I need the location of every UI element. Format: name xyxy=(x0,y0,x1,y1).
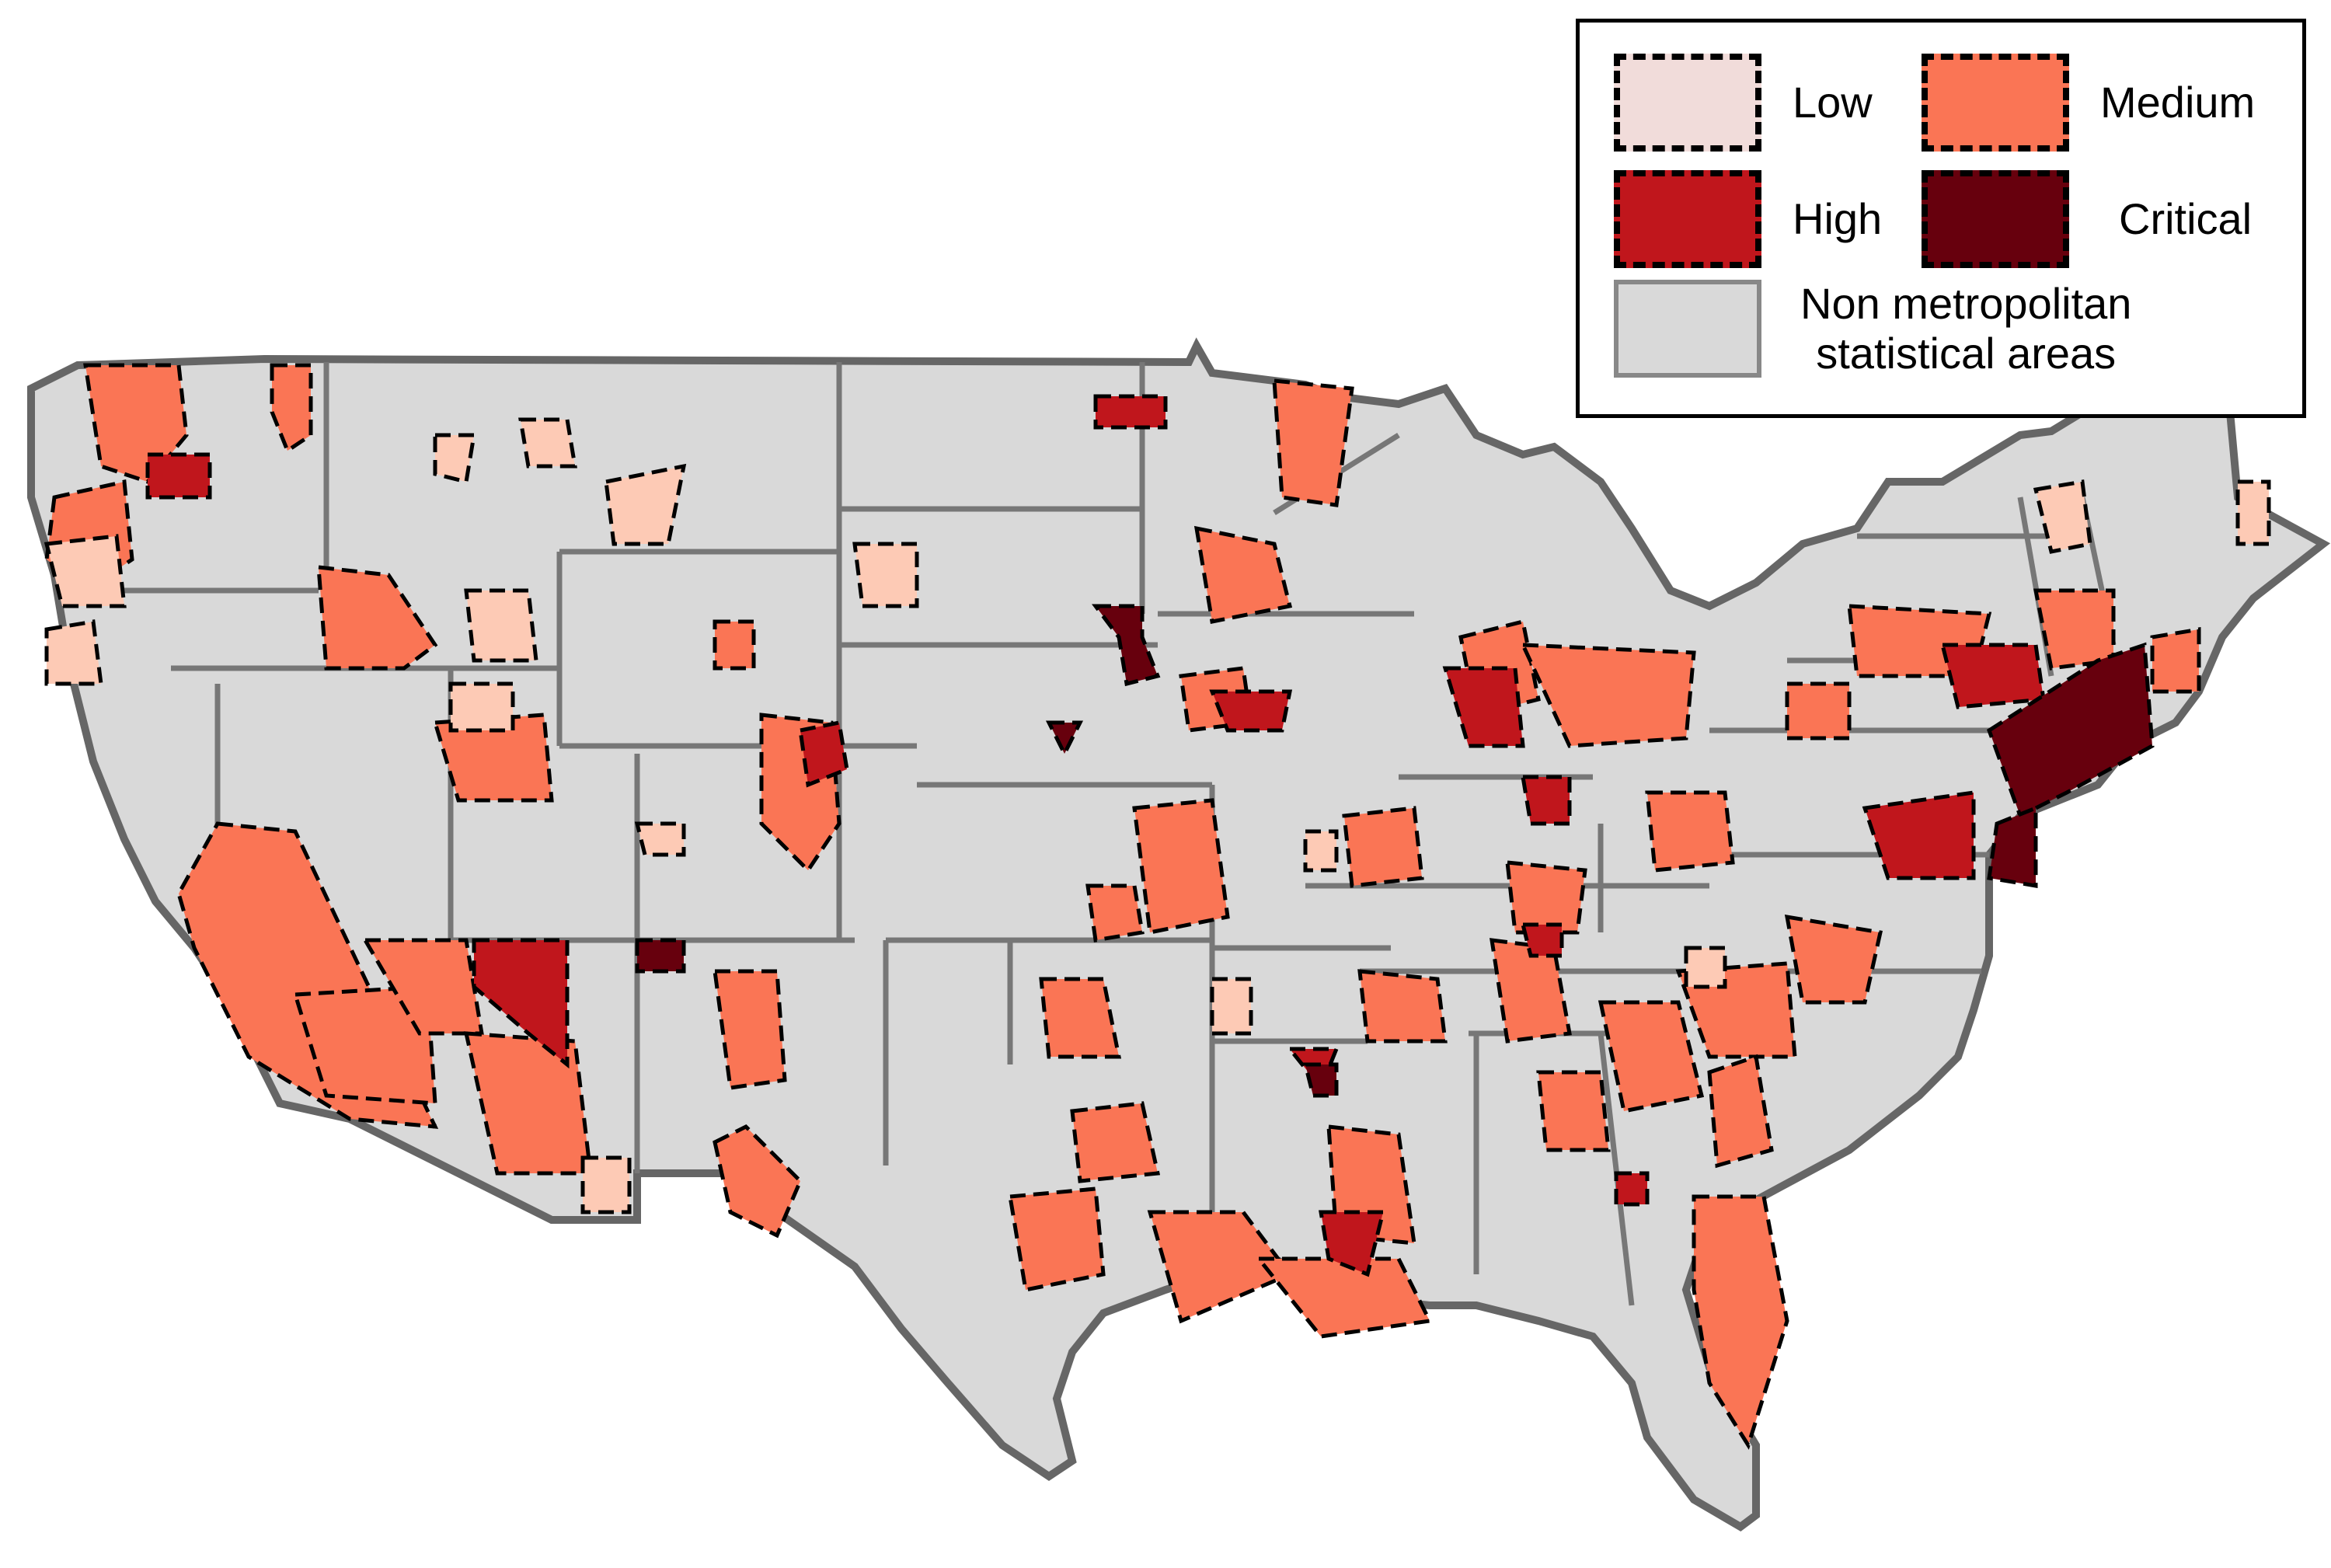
legend-swatch-nonmetro xyxy=(1614,280,1761,378)
legend-item-nonmetro: Non metropolitan statistical areas xyxy=(1614,279,2131,379)
metro-areas-medium xyxy=(44,363,2201,1450)
metro-areas-high xyxy=(145,394,2046,1277)
legend-swatch-low xyxy=(1614,54,1761,152)
legend-item-low: Low xyxy=(1614,54,1873,152)
legend-swatch-critical xyxy=(1922,170,2069,268)
legend-label-low: Low xyxy=(1793,77,1873,127)
legend-label-nonmetro-line1: Non metropolitan xyxy=(1800,279,2132,328)
legend-label-nonmetro: Non metropolitan statistical areas xyxy=(1800,279,2131,379)
metro-areas-low xyxy=(44,417,2271,1214)
land-outline xyxy=(27,337,2331,1531)
legend-item-medium: Medium xyxy=(1922,54,2255,152)
legend-label-nonmetro-line2: statistical areas xyxy=(1816,329,2117,378)
legend-label-medium: Medium xyxy=(2100,77,2256,127)
legend-label-high: High xyxy=(1793,193,1883,243)
legend-item-critical: Critical xyxy=(1922,170,2252,268)
legend-swatch-high xyxy=(1614,170,1761,268)
legend-label-critical: Critical xyxy=(2119,193,2253,243)
metro-areas-critical xyxy=(635,604,2155,1098)
legend: Low Medium High Critical Non metropolita… xyxy=(1576,19,2306,418)
legend-swatch-medium xyxy=(1922,54,2069,152)
legend-item-high: High xyxy=(1614,170,1882,268)
